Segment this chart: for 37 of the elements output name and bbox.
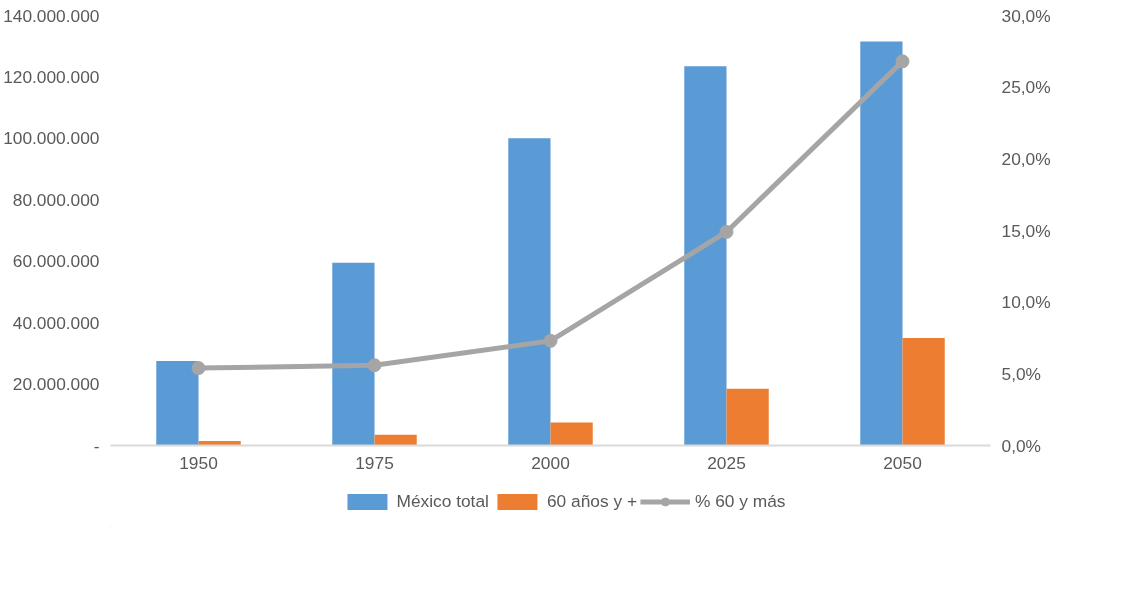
bar xyxy=(860,41,903,446)
bar xyxy=(550,422,593,446)
bar xyxy=(332,262,375,446)
y2-tick-label: 20,0% xyxy=(1001,148,1051,169)
y-tick-label: 20.000.000 xyxy=(12,374,100,395)
y2-tick-label: 30,0% xyxy=(1001,5,1051,26)
legend-label: 60 años y + xyxy=(546,490,638,512)
x-tick-label: 1975 xyxy=(355,452,394,473)
y2-tick-label: 0,0% xyxy=(1001,435,1041,456)
y2-tick-label: 15,0% xyxy=(1001,220,1051,241)
x-tick-label: 1950 xyxy=(179,452,218,473)
point xyxy=(719,224,734,239)
bar xyxy=(156,361,199,446)
bar xyxy=(508,138,551,446)
x-tick-label: 2000 xyxy=(531,452,570,473)
y-tick-label: 140.000.000 xyxy=(3,5,100,26)
x-tick-label: 2025 xyxy=(707,452,746,473)
legend-label: % 60 y más xyxy=(695,490,786,512)
y-tick-label: 80.000.000 xyxy=(12,189,100,210)
y-tick-label: 40.000.000 xyxy=(12,312,100,333)
bar xyxy=(684,66,727,446)
y2-tick-label: 25,0% xyxy=(1001,77,1051,98)
bar xyxy=(726,388,769,446)
point xyxy=(191,361,206,376)
legend-label: México total xyxy=(396,490,489,512)
x-tick-label: 2050 xyxy=(883,452,922,473)
point xyxy=(895,54,910,69)
bar xyxy=(374,434,417,446)
y-tick-label: - xyxy=(93,435,100,456)
y-tick-label: 60.000.000 xyxy=(12,251,100,272)
point xyxy=(367,358,382,373)
point xyxy=(543,333,558,348)
y2-tick-label: 10,0% xyxy=(1001,292,1051,313)
y-tick-label: 100.000.000 xyxy=(3,128,100,149)
y2-tick-label: 5,0% xyxy=(1001,363,1041,384)
y-tick-label: 120.000.000 xyxy=(3,66,100,87)
bar xyxy=(902,338,945,446)
